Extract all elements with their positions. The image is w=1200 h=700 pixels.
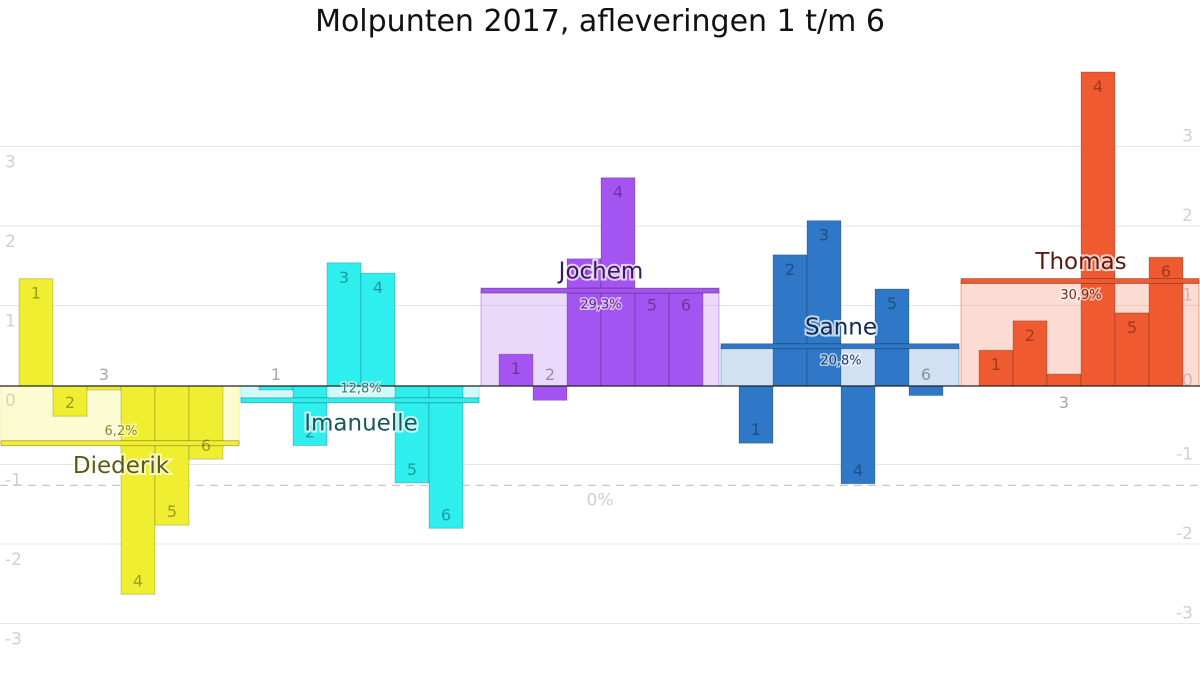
bar-label: 2: [65, 393, 75, 412]
bar-label: 5: [407, 460, 417, 479]
bar-label: 1: [991, 355, 1001, 374]
bars: [18, 71, 1184, 595]
bar-label: 4: [1093, 77, 1103, 96]
contestant-name: Thomas: [1034, 249, 1126, 275]
bar-label: 4: [373, 278, 383, 297]
labels: 0% 1 2 3 4 5 6 Diederik 6,2% 1 2 3 4 5 6 Imanuelle 12,8%…: [31, 77, 1171, 590]
percentage-label: 29,3%: [580, 298, 621, 313]
bar-label: 6: [1161, 262, 1171, 281]
bar: [326, 262, 362, 387]
bar-label: 2: [785, 260, 795, 279]
percentage-label: 30,9%: [1060, 288, 1101, 303]
bar: [600, 177, 636, 387]
bar: [360, 272, 396, 387]
percentage-label: 12,8%: [340, 381, 381, 396]
average-line: [960, 278, 1200, 284]
right-tick-label: -2: [1176, 524, 1193, 544]
contestant-name: Sanne: [805, 314, 877, 340]
left-tick-label: 3: [5, 153, 16, 173]
bar-label: 5: [167, 502, 177, 521]
bar: [532, 385, 568, 401]
right-tick-label: 0: [1182, 371, 1193, 391]
bar-label: 1: [751, 420, 761, 439]
left-tick-label: 1: [5, 312, 16, 332]
chart-title: Molpunten 2017, afleveringen 1 t/m 6: [315, 4, 885, 39]
bar: [566, 258, 602, 387]
percentage-label: 6,2%: [104, 424, 137, 439]
bar-label: 4: [133, 571, 143, 590]
bar: [1080, 71, 1116, 387]
bar-label: 1: [31, 284, 41, 303]
axis-ticks: 3 2 1 0 -1 -2 -3 3 2 1 0 -1 -2 -3: [5, 127, 1193, 650]
bar: [154, 385, 190, 526]
bar-label: 6: [441, 505, 451, 524]
bar: [738, 385, 774, 444]
bar: [1114, 312, 1150, 387]
bar-label: 2: [1025, 326, 1035, 345]
bar-label: 5: [1127, 318, 1137, 337]
average-line: [480, 287, 720, 294]
bar-label: 6: [921, 365, 931, 384]
bar-label: 6: [681, 296, 691, 315]
right-tick-label: 3: [1182, 127, 1193, 147]
left-tick-label: 2: [5, 232, 16, 252]
bar: [840, 385, 876, 485]
bar-label: 3: [99, 365, 109, 384]
bar-label: 1: [271, 365, 281, 384]
bar: [120, 385, 156, 595]
bar-label: 5: [647, 296, 657, 315]
bar-label: 3: [1059, 393, 1069, 412]
bar-label: 1: [511, 359, 521, 378]
bar: [908, 385, 944, 397]
average-line: [0, 440, 240, 447]
right-tick-label: 2: [1182, 206, 1193, 226]
percentage-label: 20,8%: [820, 353, 861, 368]
bar-label: 4: [613, 183, 623, 202]
left-tick-label: 0: [5, 391, 16, 411]
left-tick-label: -1: [5, 471, 22, 491]
right-tick-label: -1: [1176, 445, 1193, 465]
contestant-name: Jochem: [557, 259, 644, 285]
bar-label: 4: [853, 461, 863, 480]
bar-label: 3: [819, 226, 829, 245]
contestant-name: Diederik: [73, 453, 170, 479]
average-line: [240, 397, 480, 404]
right-tick-label: -3: [1176, 604, 1193, 624]
left-tick-label: -3: [5, 630, 22, 650]
reference-line-label: 0%: [587, 490, 614, 510]
bar-label: 5: [887, 294, 897, 313]
bar-label: 3: [339, 268, 349, 287]
bar: [806, 220, 842, 387]
contestant-name: Imanuelle: [304, 410, 418, 436]
bar: [1046, 373, 1082, 387]
bar: [292, 385, 328, 447]
right-tick-label: 1: [1182, 286, 1193, 306]
average-line: [720, 343, 960, 350]
bar: [874, 288, 910, 387]
left-tick-label: -2: [5, 550, 22, 570]
bar: [188, 385, 224, 460]
bar-label: 2: [305, 423, 315, 442]
average-lines: [0, 278, 1200, 447]
bar-label: 2: [545, 365, 555, 384]
bar-label: 6: [201, 436, 211, 455]
bar: [52, 385, 88, 417]
bar-label: 3: [579, 264, 589, 283]
